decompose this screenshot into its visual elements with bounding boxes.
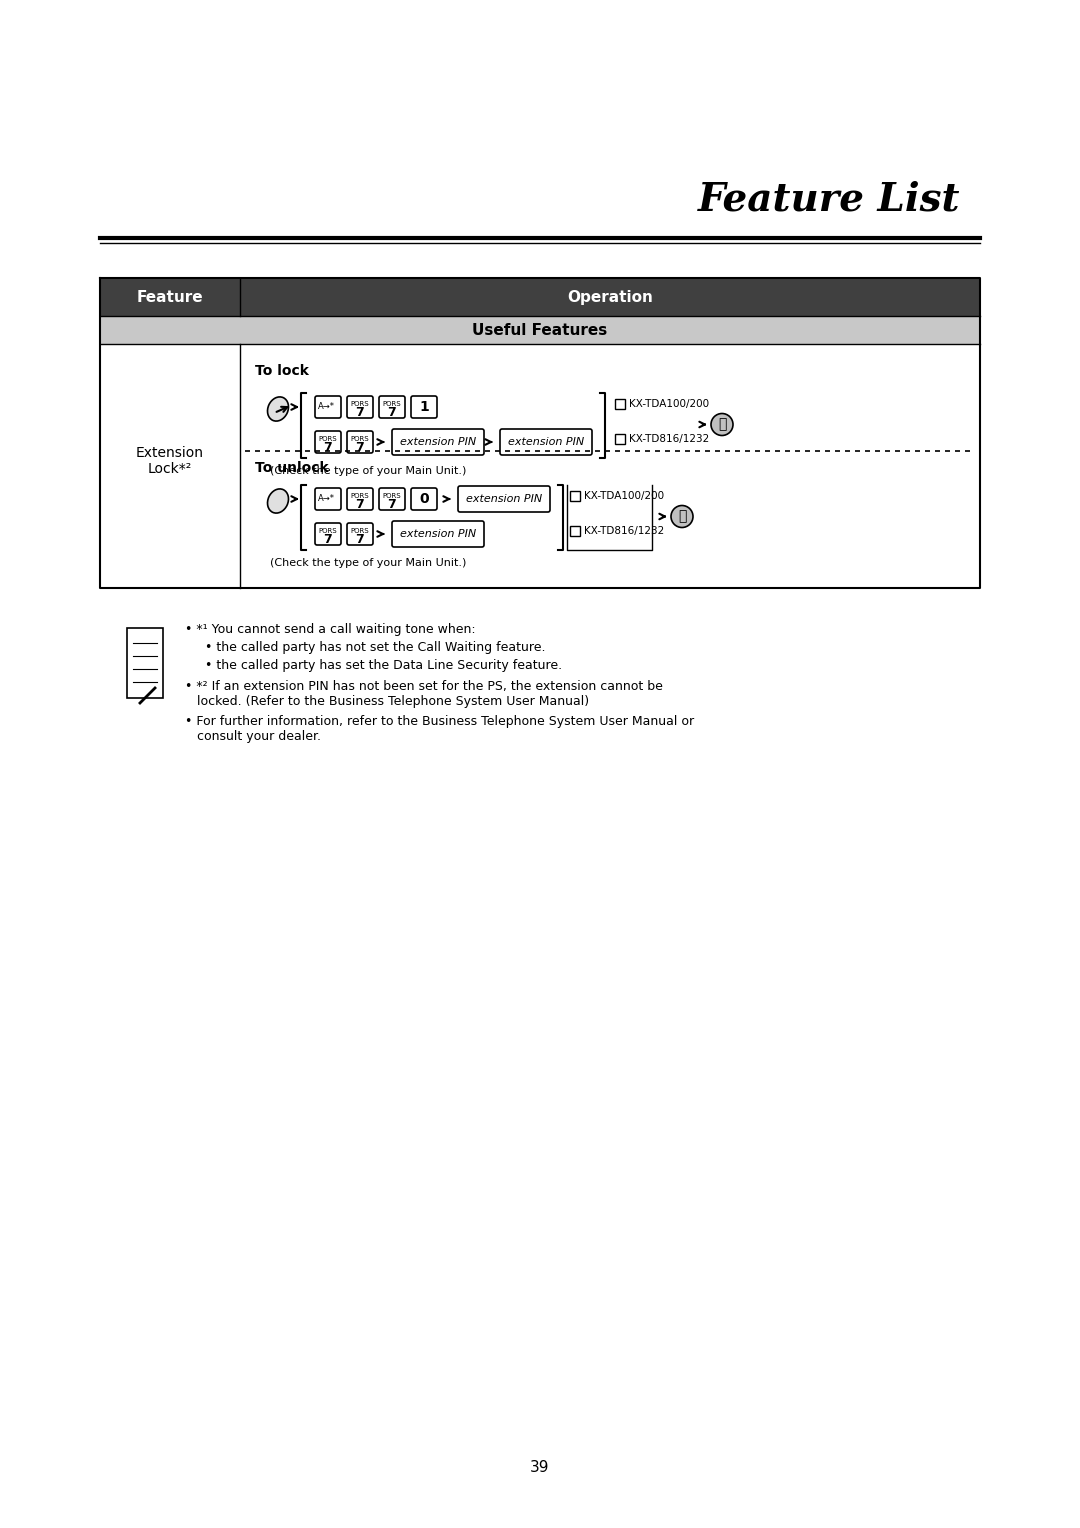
FancyBboxPatch shape [379,487,405,510]
FancyBboxPatch shape [458,486,550,512]
Bar [570,490,580,501]
Text: 🔓: 🔓 [678,509,686,524]
Text: A→*: A→* [318,494,335,503]
Text: Feature List: Feature List [698,180,960,219]
FancyBboxPatch shape [315,396,341,419]
FancyBboxPatch shape [379,396,405,419]
Text: extension PIN: extension PIN [400,529,476,539]
Text: • *¹ You cannot send a call waiting tone when:: • *¹ You cannot send a call waiting tone… [185,623,475,636]
Bar [615,434,625,445]
Text: • the called party has set the Data Line Security feature.: • the called party has set the Data Line… [205,659,562,672]
Text: 7: 7 [355,440,364,454]
Text: 7: 7 [388,405,396,419]
Text: KX-TDA100/200: KX-TDA100/200 [584,490,664,501]
Text: KX-TD816/1232: KX-TD816/1232 [584,526,664,536]
FancyBboxPatch shape [347,523,373,545]
FancyBboxPatch shape [127,628,163,698]
FancyBboxPatch shape [347,431,373,452]
Text: 7: 7 [324,532,333,545]
Text: 0: 0 [419,492,429,506]
Text: PORS: PORS [351,435,369,442]
Text: To unlock: To unlock [255,461,328,475]
FancyBboxPatch shape [500,429,592,455]
FancyBboxPatch shape [315,523,341,545]
Bar [615,399,625,410]
Text: Extension
Lock*²: Extension Lock*² [136,446,204,477]
Text: Operation: Operation [567,289,653,304]
Text: 7: 7 [324,440,333,454]
FancyBboxPatch shape [100,278,980,316]
Text: 7: 7 [388,498,396,510]
Text: extension PIN: extension PIN [400,437,476,448]
Bar [570,526,580,536]
FancyBboxPatch shape [100,316,980,344]
Text: • For further information, refer to the Business Telephone System User Manual or: • For further information, refer to the … [185,715,694,743]
Text: 7: 7 [355,532,364,545]
Text: Useful Features: Useful Features [472,322,608,338]
Ellipse shape [711,414,733,435]
Text: PORS: PORS [382,400,402,406]
Text: extension PIN: extension PIN [508,437,584,448]
FancyBboxPatch shape [411,396,437,419]
Text: To lock: To lock [255,364,309,377]
Ellipse shape [268,489,288,513]
FancyBboxPatch shape [315,431,341,452]
Text: (Check the type of your Main Unit.): (Check the type of your Main Unit.) [270,558,467,568]
Text: PORS: PORS [351,400,369,406]
Text: PORS: PORS [351,494,369,500]
Text: • the called party has not set the Call Waiting feature.: • the called party has not set the Call … [205,642,545,654]
Ellipse shape [268,397,288,422]
Text: extension PIN: extension PIN [465,494,542,504]
Text: • *² If an extension PIN has not been set for the PS, the extension cannot be
  : • *² If an extension PIN has not been se… [185,680,663,707]
Text: 39: 39 [530,1461,550,1476]
FancyBboxPatch shape [411,487,437,510]
Ellipse shape [671,506,693,527]
FancyBboxPatch shape [392,429,484,455]
Text: PORS: PORS [382,494,402,500]
FancyBboxPatch shape [347,396,373,419]
Text: KX-TDA100/200: KX-TDA100/200 [629,399,710,410]
Text: PORS: PORS [319,529,337,533]
Text: PORS: PORS [319,435,337,442]
Text: (Check the type of your Main Unit.): (Check the type of your Main Unit.) [270,466,467,477]
Text: PORS: PORS [351,529,369,533]
Text: A→*: A→* [318,402,335,411]
FancyBboxPatch shape [347,487,373,510]
Text: 🔒: 🔒 [718,417,726,431]
Text: Feature: Feature [137,289,203,304]
Text: KX-TD816/1232: KX-TD816/1232 [629,434,710,445]
FancyBboxPatch shape [100,344,980,588]
Text: 7: 7 [355,498,364,510]
FancyBboxPatch shape [315,487,341,510]
Text: 1: 1 [419,400,429,414]
FancyBboxPatch shape [392,521,484,547]
Text: 7: 7 [355,405,364,419]
